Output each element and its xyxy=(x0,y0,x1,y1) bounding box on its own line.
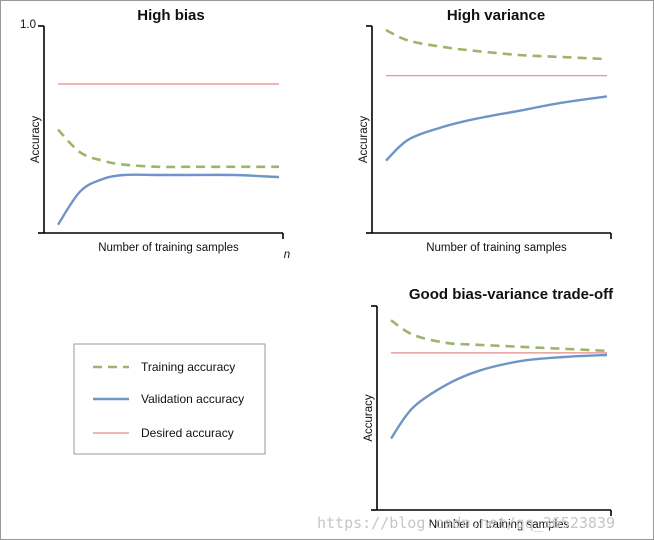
training-accuracy-line xyxy=(385,28,608,61)
validation-accuracy-line xyxy=(56,173,280,226)
validation-accuracy-line xyxy=(390,353,608,440)
legend-label-3: Desired accuracy xyxy=(141,426,234,440)
x-axis-label: Number of training samples xyxy=(429,519,570,531)
x-tick-label: n xyxy=(284,249,290,261)
x-axis-label: Number of training samples xyxy=(426,242,567,254)
validation-accuracy-line xyxy=(385,95,608,162)
y-axis-label: Accuracy xyxy=(30,116,42,164)
y-tick-label: 1.0 xyxy=(20,19,36,31)
training-accuracy-line xyxy=(57,128,279,169)
legend-label-2: Validation accuracy xyxy=(141,392,244,406)
chart-title: Good bias-variance trade-off xyxy=(409,286,614,303)
y-axis-label: Accuracy xyxy=(363,394,375,442)
y-axis-label: Accuracy xyxy=(358,116,370,164)
training-accuracy-line xyxy=(390,319,608,353)
watermark-text: https://blog.csdn.net/qq_36523839 xyxy=(317,514,615,532)
legend: Training accuracy Validation accuracy Desi… xyxy=(73,343,266,455)
chart-panel-1: High bias 1.0 n Number of training samples A… xyxy=(20,7,290,261)
chart-panel-2: High variance Number of training samples A… xyxy=(358,7,612,254)
x-axis-label: Number of training samples xyxy=(98,242,239,254)
chart-panel-3: Good bias-variance trade-off Number of tr… xyxy=(363,286,614,531)
chart-title: High bias xyxy=(137,7,205,24)
legend-label-1: Training accuracy xyxy=(141,360,235,374)
chart-title: High variance xyxy=(447,7,545,24)
